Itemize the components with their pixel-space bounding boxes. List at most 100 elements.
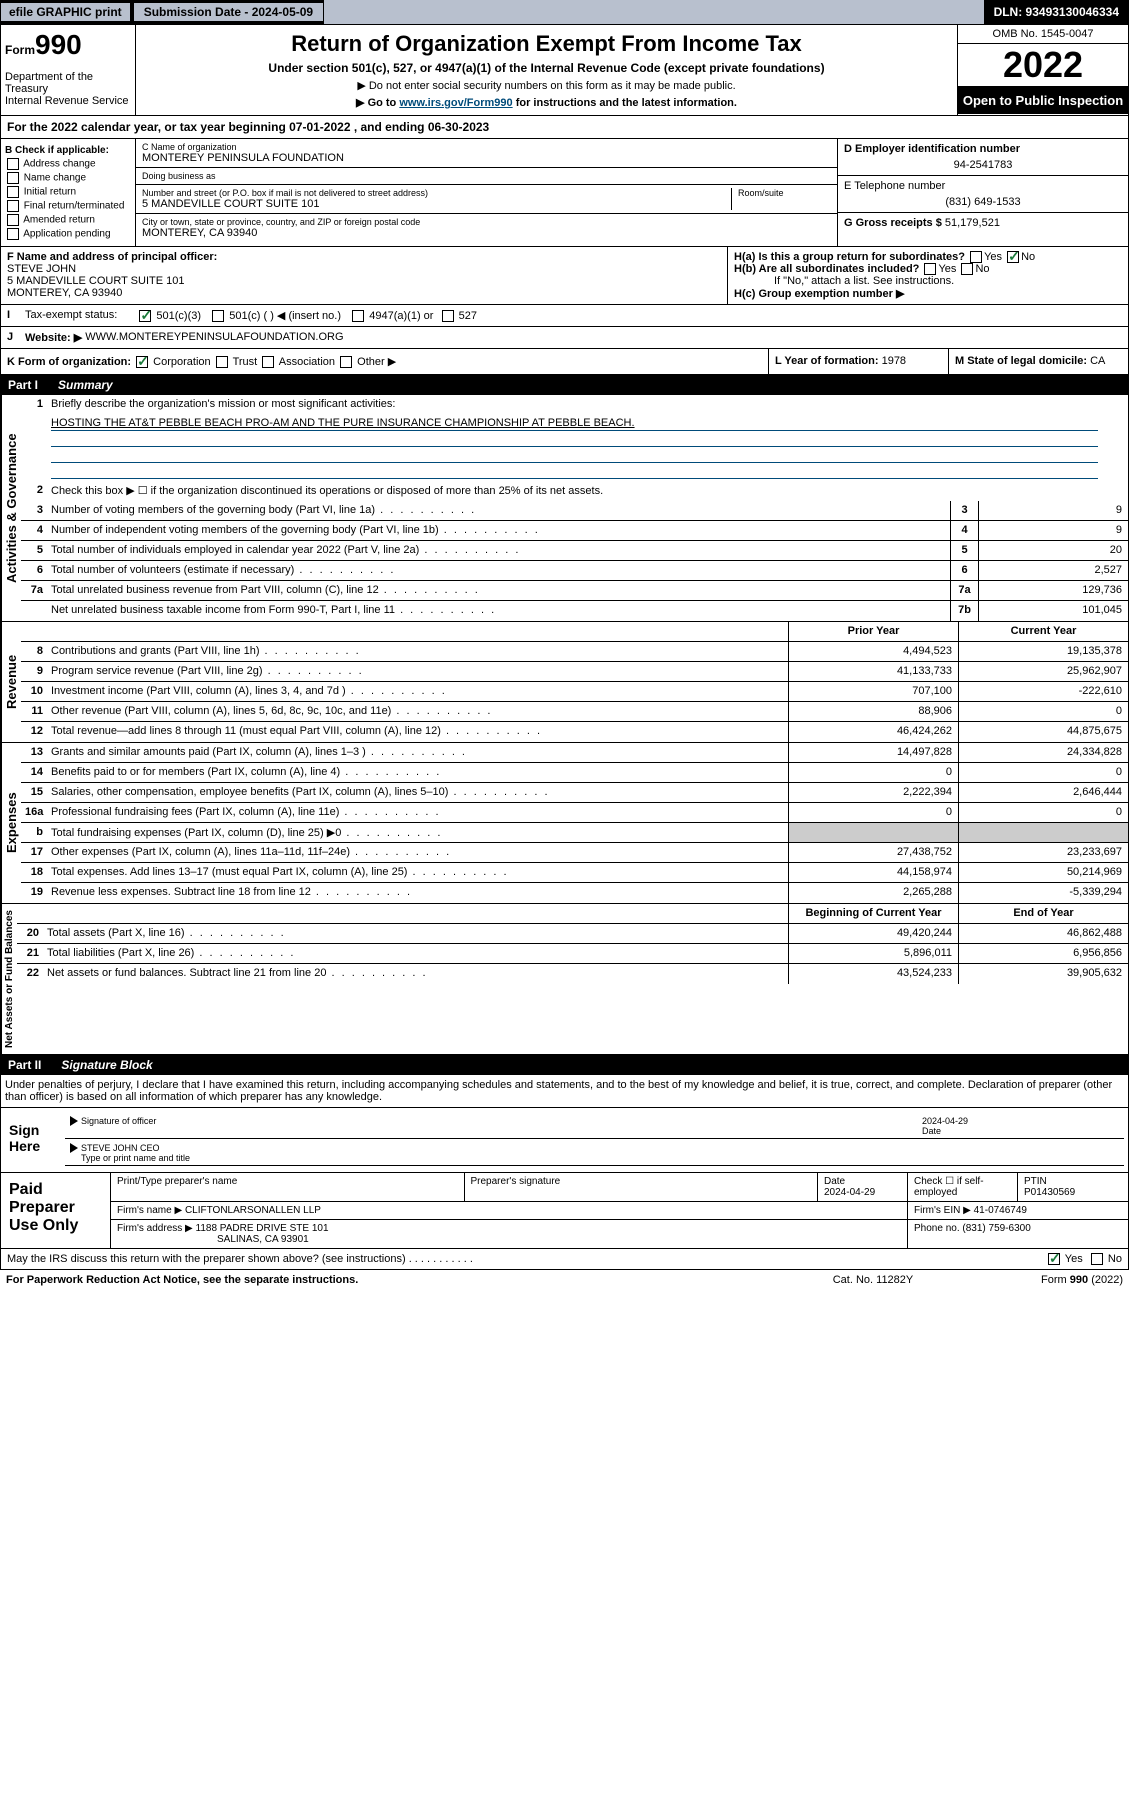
- form-title: Return of Organization Exempt From Incom…: [142, 31, 951, 57]
- table-row: 18Total expenses. Add lines 13–17 (must …: [21, 863, 1128, 883]
- net-label: Net Assets or Fund Balances: [1, 904, 17, 1054]
- table-row: 19Revenue less expenses. Subtract line 1…: [21, 883, 1128, 903]
- table-row: 11Other revenue (Part VIII, column (A), …: [21, 702, 1128, 722]
- table-row: 15Salaries, other compensation, employee…: [21, 783, 1128, 803]
- table-row: 13Grants and similar amounts paid (Part …: [21, 743, 1128, 763]
- exp-body: 13Grants and similar amounts paid (Part …: [21, 743, 1128, 903]
- website-url: WWW.MONTEREYPENINSULAFOUNDATION.ORG: [85, 331, 343, 344]
- discuss-yes[interactable]: [1048, 1253, 1060, 1265]
- section-klm: K Form of organization: Corporation Trus…: [0, 349, 1129, 375]
- ein-block: D Employer identification number 94-2541…: [838, 139, 1128, 176]
- table-row: 17Other expenses (Part IX, column (A), l…: [21, 843, 1128, 863]
- paid-preparer-block: Paid Preparer Use Only Print/Type prepar…: [0, 1173, 1129, 1249]
- section-c: C Name of organization MONTEREY PENINSUL…: [136, 139, 838, 246]
- ha-yes[interactable]: [970, 251, 982, 263]
- check-corp[interactable]: [136, 356, 148, 368]
- table-row: 20Total assets (Part X, line 16)49,420,2…: [17, 924, 1128, 944]
- officer-name-line: STEVE JOHN CEOType or print name and tit…: [65, 1141, 1124, 1166]
- arrow-icon: [70, 1116, 78, 1126]
- check-initial-return[interactable]: Initial return: [5, 186, 131, 198]
- check-527[interactable]: [442, 310, 454, 322]
- submission-date: Submission Date - 2024-05-09: [133, 2, 324, 22]
- table-row: 9Program service revenue (Part VIII, lin…: [21, 662, 1128, 682]
- irs-link[interactable]: www.irs.gov/Form990: [399, 97, 512, 109]
- discuss-no[interactable]: [1091, 1253, 1103, 1265]
- rev-body: Prior Year Current Year 8Contributions a…: [21, 622, 1128, 742]
- discuss-row: May the IRS discuss this return with the…: [0, 1249, 1129, 1270]
- check-assoc[interactable]: [262, 356, 274, 368]
- check-501c3[interactable]: [139, 310, 151, 322]
- phone-block: E Telephone number (831) 649-1533: [838, 176, 1128, 213]
- check-address-change[interactable]: Address change: [5, 158, 131, 170]
- efile-print-button[interactable]: efile GRAPHIC print: [0, 2, 131, 22]
- check-final-return[interactable]: Final return/terminated: [5, 200, 131, 212]
- hb-note: If "No," attach a list. See instructions…: [774, 275, 1122, 287]
- section-k: K Form of organization: Corporation Trus…: [1, 349, 768, 374]
- topbar-spacer: [324, 0, 983, 24]
- header-right: OMB No. 1545-0047 2022 Open to Public In…: [958, 25, 1128, 115]
- table-row: 6Total number of volunteers (estimate if…: [21, 561, 1128, 581]
- form-number: Form990: [5, 29, 131, 61]
- form-header: Form990 Department of the Treasury Inter…: [0, 24, 1129, 116]
- omb-number: OMB No. 1545-0047: [958, 25, 1128, 44]
- page-footer: For Paperwork Reduction Act Notice, see …: [0, 1270, 1129, 1290]
- table-row: bTotal fundraising expenses (Part IX, co…: [21, 823, 1128, 843]
- table-row: 21Total liabilities (Part X, line 26)5,8…: [17, 944, 1128, 964]
- section-m: M State of legal domicile: CA: [948, 349, 1128, 374]
- line-a: For the 2022 calendar year, or tax year …: [0, 116, 1129, 139]
- ein-value: 94-2541783: [844, 159, 1122, 171]
- net-body: Beginning of Current Year End of Year 20…: [17, 904, 1128, 1054]
- check-501c[interactable]: [212, 310, 224, 322]
- officer-name: STEVE JOHN: [7, 263, 721, 275]
- section-b: B Check if applicable: Address change Na…: [1, 139, 136, 246]
- section-d: D Employer identification number 94-2541…: [838, 139, 1128, 246]
- form-subtitle: Under section 501(c), 527, or 4947(a)(1)…: [142, 61, 951, 75]
- tax-year-range: For the 2022 calendar year, or tax year …: [1, 116, 495, 138]
- part2-header: Part II Signature Block: [0, 1055, 1129, 1075]
- phone-value: (831) 649-1533: [844, 196, 1122, 208]
- rev-header-row: Prior Year Current Year: [21, 622, 1128, 642]
- hb-no[interactable]: [961, 263, 973, 275]
- dba-block: Doing business as: [136, 168, 837, 185]
- form-link: ▶ Go to www.irs.gov/Form990 for instruct…: [142, 96, 951, 109]
- table-row: 14Benefits paid to or for members (Part …: [21, 763, 1128, 783]
- open-public: Open to Public Inspection: [958, 87, 1128, 114]
- topbar: efile GRAPHIC print Submission Date - 20…: [0, 0, 1129, 24]
- ha-no[interactable]: [1007, 251, 1019, 263]
- city-state-zip: MONTEREY, CA 93940: [142, 227, 831, 239]
- table-row: 7aTotal unrelated business revenue from …: [21, 581, 1128, 601]
- gross-block: G Gross receipts $ 51,179,521: [838, 213, 1128, 233]
- sign-here-block: Sign Here Signature of officer 2024-04-2…: [0, 1108, 1129, 1173]
- declaration: Under penalties of perjury, I declare th…: [0, 1075, 1129, 1108]
- header-mid: Return of Organization Exempt From Incom…: [136, 25, 958, 115]
- hc-row: H(c) Group exemption number ▶: [734, 287, 1122, 300]
- table-row: 3Number of voting members of the governi…: [21, 501, 1128, 521]
- table-row: 4Number of independent voting members of…: [21, 521, 1128, 541]
- org-name: MONTEREY PENINSULA FOUNDATION: [142, 152, 831, 164]
- section-f: F Name and address of principal officer:…: [1, 247, 728, 304]
- ha-row: H(a) Is this a group return for subordin…: [734, 251, 1122, 263]
- street-block: Number and street (or P.O. box if mail i…: [136, 185, 837, 214]
- table-row: 10Investment income (Part VIII, column (…: [21, 682, 1128, 702]
- hb-yes[interactable]: [924, 263, 936, 275]
- check-4947[interactable]: [352, 310, 364, 322]
- check-application-pending[interactable]: Application pending: [5, 228, 131, 240]
- check-name-change[interactable]: Name change: [5, 172, 131, 184]
- gov-label: Activities & Governance: [1, 395, 21, 621]
- officer-signature-line: Signature of officer 2024-04-29Date: [65, 1114, 1124, 1139]
- mission-text: HOSTING THE AT&T PEBBLE BEACH PRO-AM AND…: [51, 417, 1098, 431]
- section-j: J Website: ▶ WWW.MONTEREYPENINSULAFOUNDA…: [0, 327, 1129, 349]
- expenses-table: Expenses 13Grants and similar amounts pa…: [0, 743, 1129, 904]
- section-bcd: B Check if applicable: Address change Na…: [0, 139, 1129, 247]
- form-note1: ▶ Do not enter social security numbers o…: [142, 79, 951, 92]
- header-left: Form990 Department of the Treasury Inter…: [1, 25, 136, 115]
- hb-row: H(b) Are all subordinates included? Yes …: [734, 263, 1122, 275]
- exp-label: Expenses: [1, 743, 21, 903]
- gross-receipts: 51,179,521: [945, 217, 1000, 229]
- revenue-table: Revenue Prior Year Current Year 8Contrib…: [0, 622, 1129, 743]
- street-address: 5 MANDEVILLE COURT SUITE 101: [142, 198, 731, 210]
- check-trust[interactable]: [216, 356, 228, 368]
- check-other[interactable]: [340, 356, 352, 368]
- check-amended-return[interactable]: Amended return: [5, 214, 131, 226]
- table-row: 12Total revenue—add lines 8 through 11 (…: [21, 722, 1128, 742]
